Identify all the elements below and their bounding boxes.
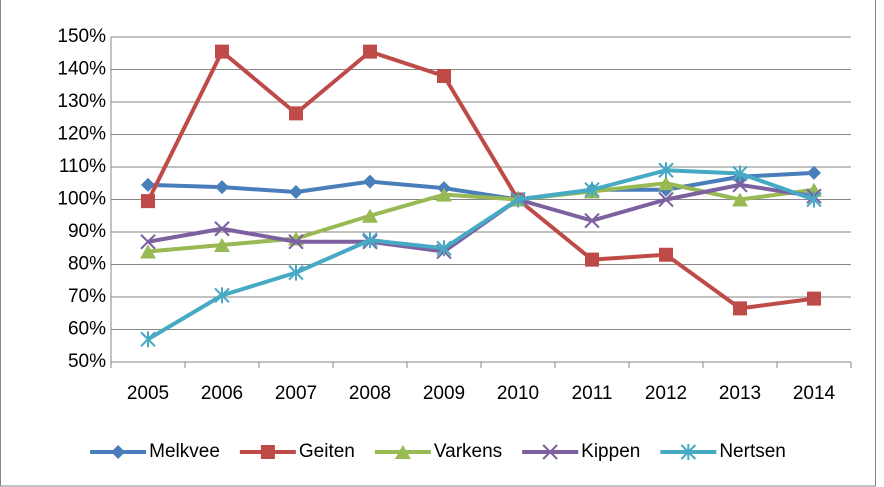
marker bbox=[437, 69, 451, 83]
marker bbox=[806, 191, 822, 208]
marker bbox=[215, 44, 229, 59]
x-tick-label: 2010 bbox=[497, 383, 539, 404]
marker bbox=[807, 291, 821, 306]
x-tick-label: 2008 bbox=[349, 383, 391, 404]
marker bbox=[658, 191, 674, 208]
marker bbox=[289, 106, 303, 121]
marker bbox=[214, 287, 230, 304]
x-tick-label: 2009 bbox=[423, 383, 465, 404]
x-tick-label: 2011 bbox=[572, 383, 613, 404]
y-tick-label: 100% bbox=[57, 189, 106, 210]
marker bbox=[363, 44, 377, 59]
y-tick-label: 70% bbox=[68, 286, 106, 307]
marker bbox=[436, 240, 452, 257]
marker bbox=[140, 331, 156, 348]
x-tick-label: 2007 bbox=[275, 383, 317, 404]
marker bbox=[436, 187, 452, 202]
legend-label: Kippen bbox=[581, 441, 640, 462]
legend: Melkvee Geiten Varkens Kippen Nertsen bbox=[90, 441, 786, 462]
marker bbox=[807, 165, 821, 180]
legend-label: Melkvee bbox=[149, 441, 220, 462]
marker bbox=[732, 177, 748, 193]
marker bbox=[732, 165, 748, 182]
marker bbox=[140, 234, 156, 250]
marker bbox=[363, 174, 377, 189]
marker bbox=[215, 180, 229, 195]
y-tick-label: 130% bbox=[57, 91, 106, 112]
marker bbox=[658, 162, 674, 179]
marker bbox=[141, 194, 155, 209]
marker bbox=[214, 238, 230, 252]
marker bbox=[510, 191, 526, 208]
legend-label: Nertsen bbox=[719, 441, 786, 462]
y-tick-label: 110% bbox=[59, 156, 106, 177]
marker bbox=[214, 221, 230, 237]
y-tick-label: 60% bbox=[68, 319, 106, 340]
marker bbox=[288, 234, 304, 250]
marker bbox=[394, 445, 411, 459]
x-tick-label: 2013 bbox=[719, 383, 761, 404]
marker bbox=[289, 185, 303, 200]
marker bbox=[141, 177, 155, 192]
y-tick-label: 120% bbox=[57, 124, 106, 145]
marker bbox=[542, 444, 558, 460]
marker bbox=[658, 176, 674, 191]
x-tick-label: 2012 bbox=[645, 383, 687, 404]
x-tick-label: 2006 bbox=[201, 383, 243, 404]
marker bbox=[111, 445, 126, 459]
series-line bbox=[146, 49, 815, 311]
series-line bbox=[146, 168, 815, 341]
series-line bbox=[147, 170, 815, 202]
marker bbox=[584, 212, 600, 229]
legend-label: Geiten bbox=[299, 441, 355, 462]
marker bbox=[260, 445, 275, 459]
marker bbox=[680, 444, 697, 460]
y-tick-label: 50% bbox=[68, 351, 106, 372]
marker bbox=[140, 244, 156, 259]
y-tick-label: 140% bbox=[57, 59, 106, 80]
marker bbox=[362, 208, 378, 223]
marker bbox=[585, 252, 599, 267]
marker bbox=[362, 232, 378, 249]
x-tick-label: 2014 bbox=[793, 383, 836, 404]
marker bbox=[288, 264, 304, 281]
marker bbox=[659, 247, 673, 262]
legend-label: Varkens bbox=[434, 441, 502, 462]
y-tick-label: 150% bbox=[57, 26, 106, 47]
y-tick-label: 90% bbox=[68, 221, 106, 242]
marker bbox=[732, 192, 748, 207]
marker bbox=[733, 301, 747, 316]
x-tick-label: 2005 bbox=[127, 383, 169, 404]
marker bbox=[584, 181, 600, 198]
y-tick-label: 80% bbox=[68, 254, 106, 275]
